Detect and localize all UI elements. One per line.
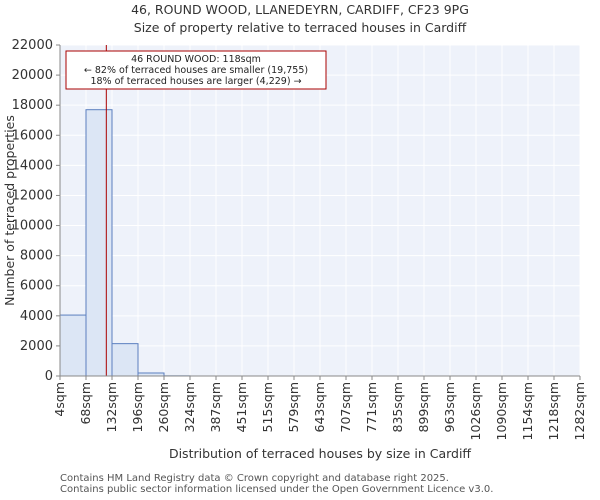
y-tick-label: 12000 (12, 188, 53, 203)
bars-group (59, 109, 191, 377)
x-tick-label: 963sqm (442, 382, 457, 432)
y-tick-label: 20000 (12, 68, 53, 83)
chart-title-address: 46, ROUND WOOD, LLANEDEYRN, CARDIFF, CF2… (131, 2, 469, 17)
x-axis-label: Distribution of terraced houses by size … (169, 446, 471, 461)
x-tick-label: 835sqm (390, 382, 405, 432)
x-tick-label: 1218sqm (546, 382, 561, 440)
y-tick-label: 16000 (12, 128, 53, 143)
y-tick-label: 14000 (12, 158, 53, 173)
y-tick-label: 0 (45, 369, 53, 384)
chart-title-subtitle: Size of property relative to terraced ho… (133, 20, 467, 35)
x-tick-label: 899sqm (416, 382, 431, 432)
x-tick-label: 707sqm (338, 382, 353, 432)
y-tick-label: 2000 (20, 339, 53, 354)
y-tick-label: 8000 (20, 249, 53, 264)
x-tick-labels: 4sqm 68sqm 132sqm 196sqm 260sqm 324sqm 387sqm 4… (52, 376, 587, 440)
footer-copyright: Contains HM Land Registry data © Crown c… (60, 473, 449, 484)
grid-lines (59, 44, 581, 377)
y-tick-label: 22000 (12, 38, 53, 53)
x-tick-label: 1154sqm (520, 382, 535, 440)
bar-132sqm (111, 343, 139, 377)
x-tick-label: 68sqm (78, 382, 93, 425)
y-tick-label: 18000 (12, 98, 53, 113)
x-tick-label: 579sqm (286, 382, 301, 432)
x-tick-label: 324sqm (182, 382, 197, 432)
annotation-line-3: 18% of terraced houses are larger (4,229… (90, 76, 301, 87)
y-tick-labels: 0 2000 4000 6000 8000 10000 12000 14000 16000 180… (12, 38, 60, 384)
x-tick-label: 196sqm (130, 382, 145, 432)
annotation-line-2: ← 82% of terraced houses are smaller (19… (84, 65, 308, 76)
x-tick-label: 132sqm (104, 382, 119, 432)
x-tick-label: 643sqm (312, 382, 327, 432)
y-tick-label: 10000 (12, 219, 53, 234)
y-tick-label: 4000 (20, 309, 53, 324)
annotation-border (65, 50, 327, 90)
annotation-box: 46 ROUND WOOD: 118sqm ← 82% of terraced … (65, 50, 327, 90)
x-tick-label: 1090sqm (494, 382, 509, 440)
annotation-line-1: 46 ROUND WOOD: 118sqm (131, 54, 261, 65)
y-axis-label: Number of terraced properties (2, 115, 17, 306)
bar-4sqm (59, 314, 87, 377)
x-tick-label: 387sqm (208, 382, 223, 432)
x-tick-label: 771sqm (364, 382, 379, 432)
x-tick-label: 4sqm (52, 382, 67, 417)
x-tick-label: 260sqm (156, 382, 171, 432)
x-tick-label: 1026sqm (468, 382, 483, 440)
x-tick-label: 1282sqm (572, 382, 587, 440)
footer-licence: Contains public sector information licen… (60, 484, 494, 495)
x-tick-label: 451sqm (234, 382, 249, 432)
x-tick-label: 515sqm (260, 382, 275, 432)
y-tick-label: 6000 (20, 279, 53, 294)
bar-68sqm (85, 109, 113, 377)
